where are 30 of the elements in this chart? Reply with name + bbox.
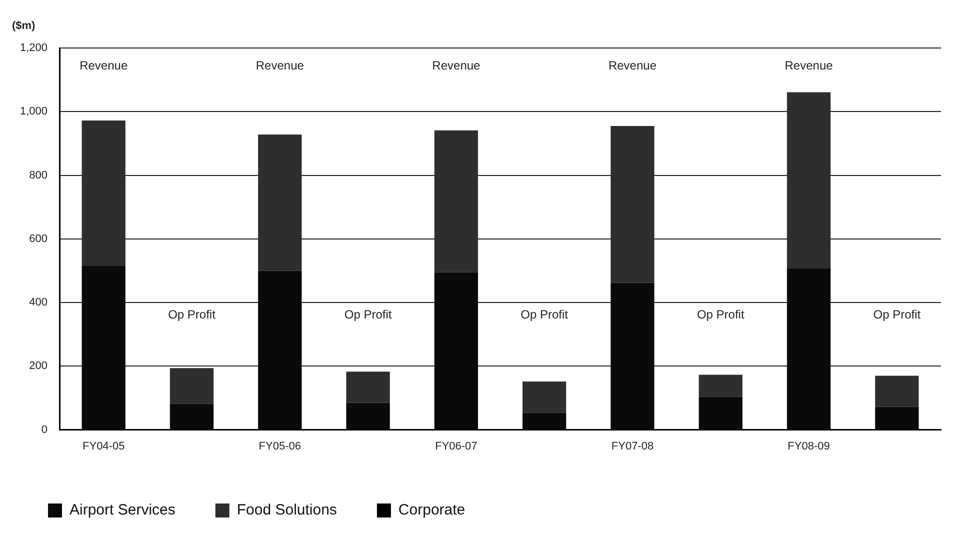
x-tick-label: FY06-07 — [435, 440, 478, 452]
y-tick-label: 1,200 — [20, 42, 48, 54]
y-tick-label: 200 — [29, 360, 48, 372]
bar — [522, 381, 566, 413]
x-tick-label: FY07-08 — [611, 440, 654, 452]
y-tick-label: 0 — [41, 424, 48, 436]
annotation: Revenue — [608, 58, 657, 72]
x-tick-label: FY04-05 — [82, 440, 125, 452]
legend-label: Airport Services — [70, 502, 176, 519]
legend-label: Corporate — [398, 502, 466, 519]
bar — [875, 376, 919, 407]
bar — [698, 374, 742, 397]
bar — [346, 372, 390, 403]
annotation: Revenue — [432, 58, 481, 72]
annotation: Revenue — [784, 58, 834, 72]
y-tick-label: 400 — [29, 296, 48, 309]
y-tick-label: 600 — [29, 232, 48, 245]
annotation: Revenue — [256, 58, 304, 72]
annotation: Revenue — [80, 58, 128, 72]
y-tick-label: 1,000 — [20, 106, 48, 118]
y-axis-title: ($m) — [12, 20, 36, 32]
annotation: Op Profit — [168, 308, 216, 322]
annotation: Op Profit — [344, 308, 392, 322]
annotation: Op Profit — [520, 308, 569, 322]
legend-label: Food Solutions — [236, 502, 337, 519]
annotation: Op Profit — [873, 308, 922, 322]
x-tick-label: FY08-09 — [788, 440, 830, 452]
annotation: Op Profit — [696, 308, 745, 322]
y-tick-label: 800 — [29, 169, 48, 182]
x-tick-label: FY05-06 — [258, 440, 301, 452]
